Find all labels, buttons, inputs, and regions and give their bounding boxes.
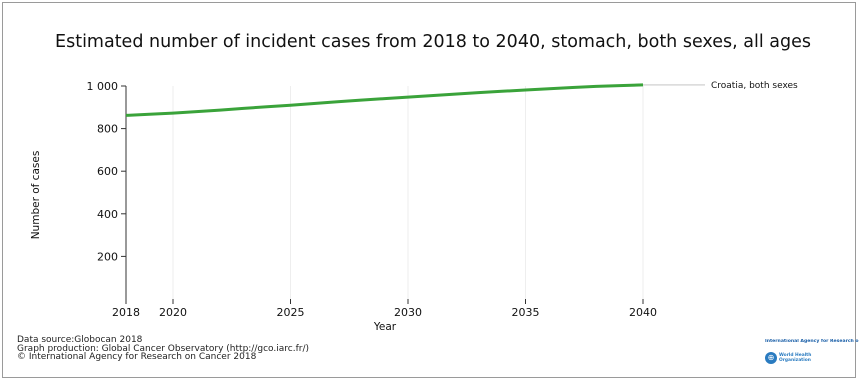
logos: International Agency for Research on C ⊕… <box>765 339 859 364</box>
x-axis-ticks: 2018 2020 2025 2030 2035 2040 <box>112 299 657 319</box>
who-logo: ⊕ World Health Organization <box>765 352 859 364</box>
x-axis-label: Year <box>373 321 397 333</box>
x-tick-label-2025: 2025 <box>277 306 305 319</box>
x-tick-label-2040: 2040 <box>629 306 657 319</box>
legend-entry-croatia: Croatia, both sexes <box>711 81 798 91</box>
x-tick-label-2030: 2030 <box>394 306 422 319</box>
iarc-logo: International Agency for Research on C <box>765 339 859 344</box>
x-tick-label-2035: 2035 <box>512 306 540 319</box>
footer-data-source: Data source:Globocan 2018 <box>17 335 143 345</box>
x-tick-label-2018: 2018 <box>112 306 140 319</box>
y-axis-ticks: 200 400 600 800 1 000 <box>87 80 126 263</box>
footer-graph-production: Graph production: Global Cancer Observat… <box>17 343 309 354</box>
footer-copyright: © International Agency for Research on C… <box>17 352 257 362</box>
y-tick-label-600: 600 <box>97 165 118 178</box>
series-line-croatia <box>125 83 644 117</box>
chart-title: Estimated number of incident cases from … <box>55 32 811 52</box>
line-chart: Estimated number of incident cases from … <box>30 32 811 333</box>
who-emblem-icon: ⊕ <box>765 352 777 364</box>
y-tick-label-1000: 1 000 <box>87 80 119 93</box>
who-logo-text: World Health Organization <box>779 353 812 363</box>
y-tick-label-800: 800 <box>97 123 118 136</box>
footer-credits: Data source:Globocan 2018 Graph producti… <box>17 336 309 362</box>
y-axis-label: Number of cases <box>30 151 42 240</box>
y-tick-label-200: 200 <box>97 250 118 263</box>
x-tick-label-2020: 2020 <box>159 306 187 319</box>
y-tick-label-400: 400 <box>97 208 118 221</box>
grid-lines <box>172 86 644 299</box>
